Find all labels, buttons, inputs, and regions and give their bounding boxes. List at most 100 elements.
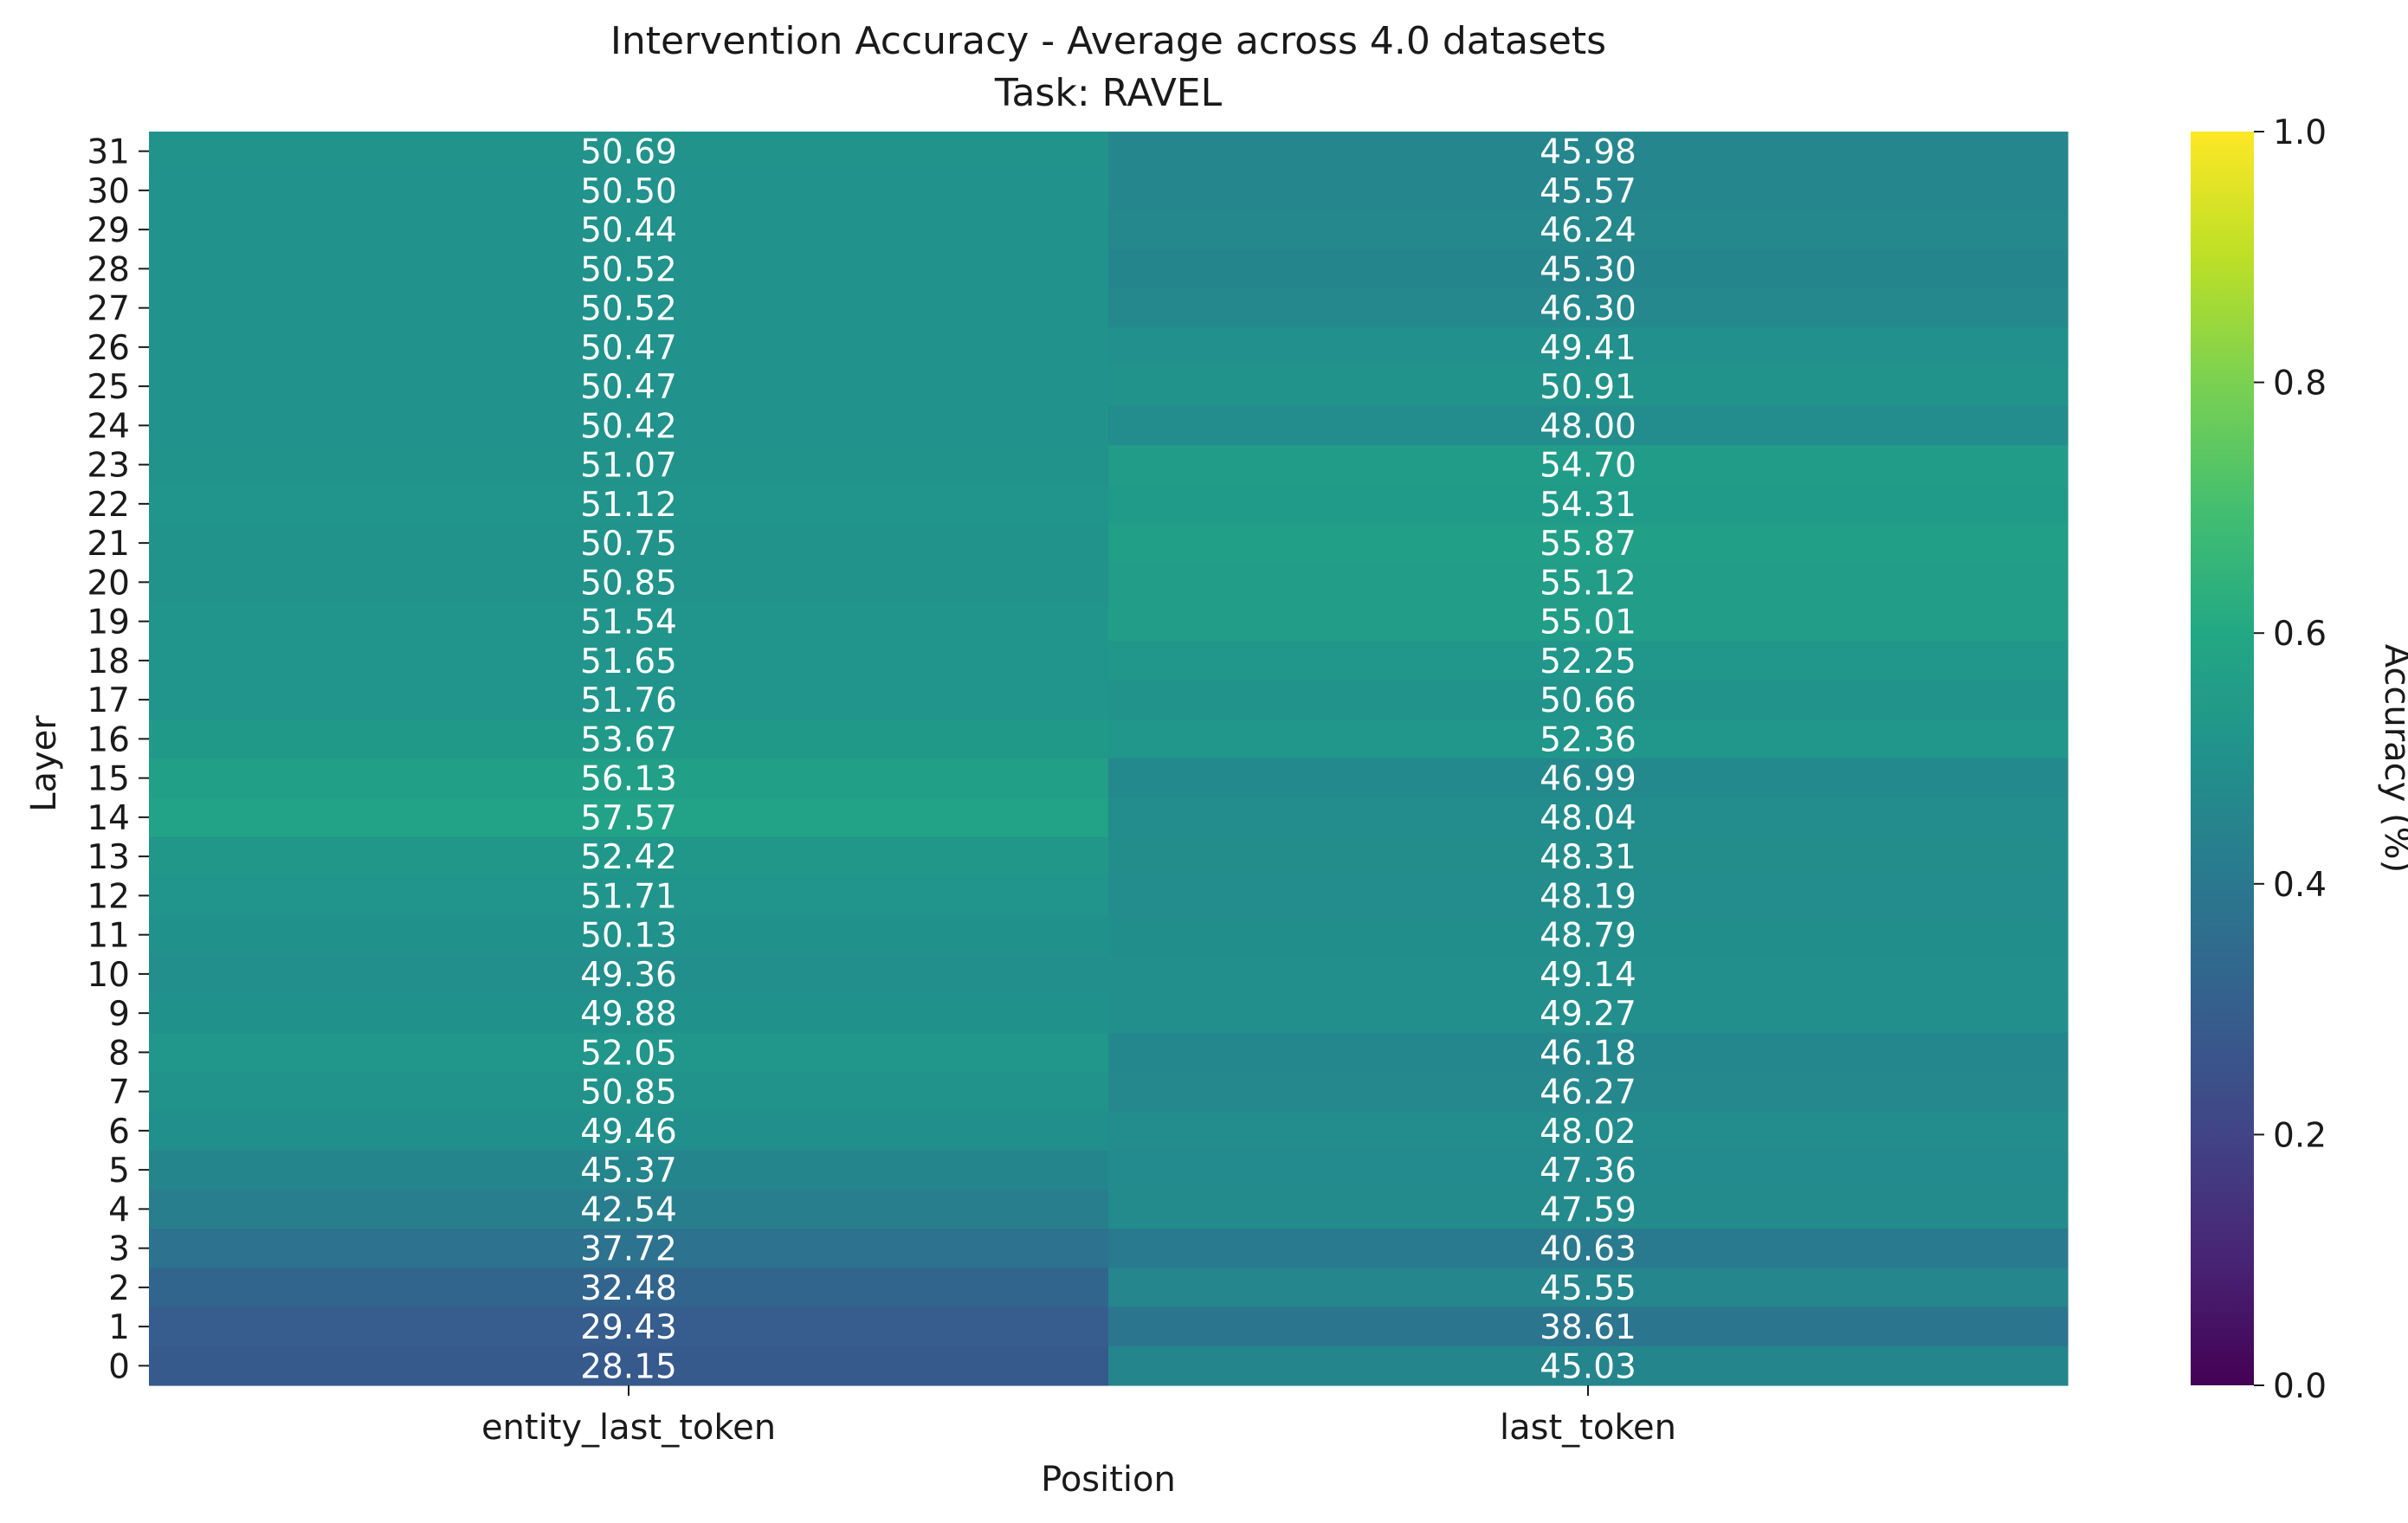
cell-value-label: 51.76 — [580, 681, 677, 720]
y-tick-label: 6 — [108, 1113, 130, 1152]
heatmap-cell — [1108, 405, 2069, 446]
heatmap-cell — [149, 484, 1109, 525]
colorbar-tick-label: 0.2 — [2273, 1116, 2327, 1155]
cell-value-label: 50.75 — [580, 525, 677, 564]
cell-value-label: 48.31 — [1540, 838, 1637, 877]
y-tick-label: 29 — [87, 211, 130, 250]
chart-subtitle: Task: RAVEL — [994, 71, 1223, 115]
chart-title: Intervention Accuracy - Average across 4… — [610, 19, 1606, 63]
heatmap-cell — [1108, 1268, 2069, 1308]
colorbar-ticks: 0.0 0.2 0.4 0.6 0.8 1.0 — [2254, 113, 2327, 1406]
heatmap-cell — [149, 327, 1109, 368]
heatmap-cell — [149, 366, 1109, 407]
y-tick-label: 11 — [87, 917, 130, 956]
cell-value-label: 47.59 — [1540, 1191, 1637, 1229]
heatmap-cell — [1108, 1150, 2069, 1191]
cell-value-label: 29.43 — [580, 1308, 677, 1347]
y-tick-label: 13 — [87, 838, 130, 877]
cell-value-label: 45.37 — [580, 1152, 677, 1191]
y-tick-label: 0 — [108, 1347, 130, 1386]
heatmap-cell — [1108, 1229, 2069, 1268]
heatmap-cell — [149, 719, 1109, 759]
colorbar-tick-label: 0.6 — [2273, 615, 2327, 654]
colorbar-tick-label: 1.0 — [2273, 113, 2327, 152]
heatmap-cell — [149, 875, 1109, 916]
cell-value-label: 54.70 — [1540, 447, 1637, 486]
heatmap-cell — [149, 171, 1109, 211]
y-tick-label: 27 — [87, 290, 130, 329]
heatmap-cell — [1108, 915, 2069, 955]
heatmap-cell — [149, 602, 1109, 642]
heatmap-cell — [1108, 1189, 2069, 1229]
cell-value-label: 48.79 — [1540, 917, 1637, 956]
heatmap-cell — [1108, 445, 2069, 485]
heatmap-cell — [1108, 327, 2069, 368]
y-tick-label: 25 — [87, 368, 130, 407]
cell-value-label: 51.54 — [580, 603, 677, 642]
heatmap-cell — [149, 132, 1109, 171]
heatmap-cell — [1108, 132, 2069, 171]
cell-value-label: 51.12 — [580, 486, 677, 525]
y-tick-label: 18 — [87, 642, 130, 681]
y-tick-label: 5 — [108, 1152, 130, 1191]
cell-value-label: 50.66 — [1540, 681, 1637, 720]
cell-value-label: 50.69 — [580, 133, 677, 172]
heatmap-cell — [149, 1189, 1109, 1229]
colorbar-tick-label: 0.8 — [2273, 365, 2327, 403]
heatmap-cell — [149, 562, 1109, 603]
y-tick-label: 30 — [87, 172, 130, 211]
heatmap-cell — [149, 1111, 1109, 1152]
cell-value-label: 49.14 — [1540, 956, 1637, 995]
heatmap-cell — [1108, 1072, 2069, 1112]
cell-value-label: 50.52 — [580, 250, 677, 289]
colorbar-tick-label: 0.0 — [2273, 1367, 2327, 1406]
cell-value-label: 45.98 — [1540, 133, 1637, 172]
y-tick-label: 15 — [87, 760, 130, 799]
cell-value-label: 45.30 — [1540, 250, 1637, 289]
y-tick-label: 20 — [87, 564, 130, 603]
heatmap-cell — [1108, 366, 2069, 407]
heatmap-cell — [149, 1268, 1109, 1308]
cell-value-label: 45.55 — [1540, 1269, 1637, 1308]
cell-value-label: 45.03 — [1540, 1347, 1637, 1386]
cell-value-label: 55.12 — [1540, 564, 1637, 603]
heatmap-cell — [149, 680, 1109, 720]
cell-value-label: 50.42 — [580, 407, 677, 446]
cell-value-label: 48.04 — [1540, 799, 1637, 838]
x-axis-ticks: entity_last_token last_token — [481, 1385, 1676, 1448]
heatmap-cell — [1108, 171, 2069, 211]
heatmap-cell — [149, 1150, 1109, 1191]
cell-value-label: 50.91 — [1540, 368, 1637, 407]
y-tick-label: 19 — [87, 603, 130, 642]
y-tick-label: 31 — [87, 133, 130, 172]
y-tick-label: 4 — [108, 1191, 130, 1229]
cell-value-label: 52.36 — [1540, 720, 1637, 759]
cell-value-label: 46.27 — [1540, 1074, 1637, 1113]
y-axis-ticks: 3130292827262524232221201918171615141312… — [87, 133, 149, 1386]
heatmap-cell — [1108, 484, 2069, 525]
heatmap-cell — [1108, 1346, 2069, 1386]
y-tick-label: 3 — [108, 1230, 130, 1269]
y-tick-label: 24 — [87, 407, 130, 446]
y-tick-label: 16 — [87, 720, 130, 759]
heatmap-cell — [1108, 523, 2069, 564]
cell-value-label: 52.25 — [1540, 642, 1637, 681]
y-tick-label: 28 — [87, 250, 130, 289]
cell-value-label: 56.13 — [580, 760, 677, 799]
heatmap-cell — [1108, 719, 2069, 759]
y-tick-label: 12 — [87, 877, 130, 916]
cell-value-label: 53.67 — [580, 720, 677, 759]
heatmap-cell — [149, 1229, 1109, 1268]
cell-value-label: 40.63 — [1540, 1230, 1637, 1269]
heatmap-cell — [149, 993, 1109, 1034]
heatmap-cell — [1108, 602, 2069, 642]
cell-value-label: 50.85 — [580, 1074, 677, 1113]
cell-value-label: 52.05 — [580, 1034, 677, 1073]
y-tick-label: 22 — [87, 486, 130, 525]
y-tick-label: 14 — [87, 799, 130, 838]
heatmap-cell — [149, 405, 1109, 446]
heatmap-cell — [1108, 993, 2069, 1034]
cell-value-label: 55.87 — [1540, 525, 1637, 564]
heatmap-cell — [1108, 1032, 2069, 1073]
cell-value-label: 42.54 — [580, 1191, 677, 1229]
